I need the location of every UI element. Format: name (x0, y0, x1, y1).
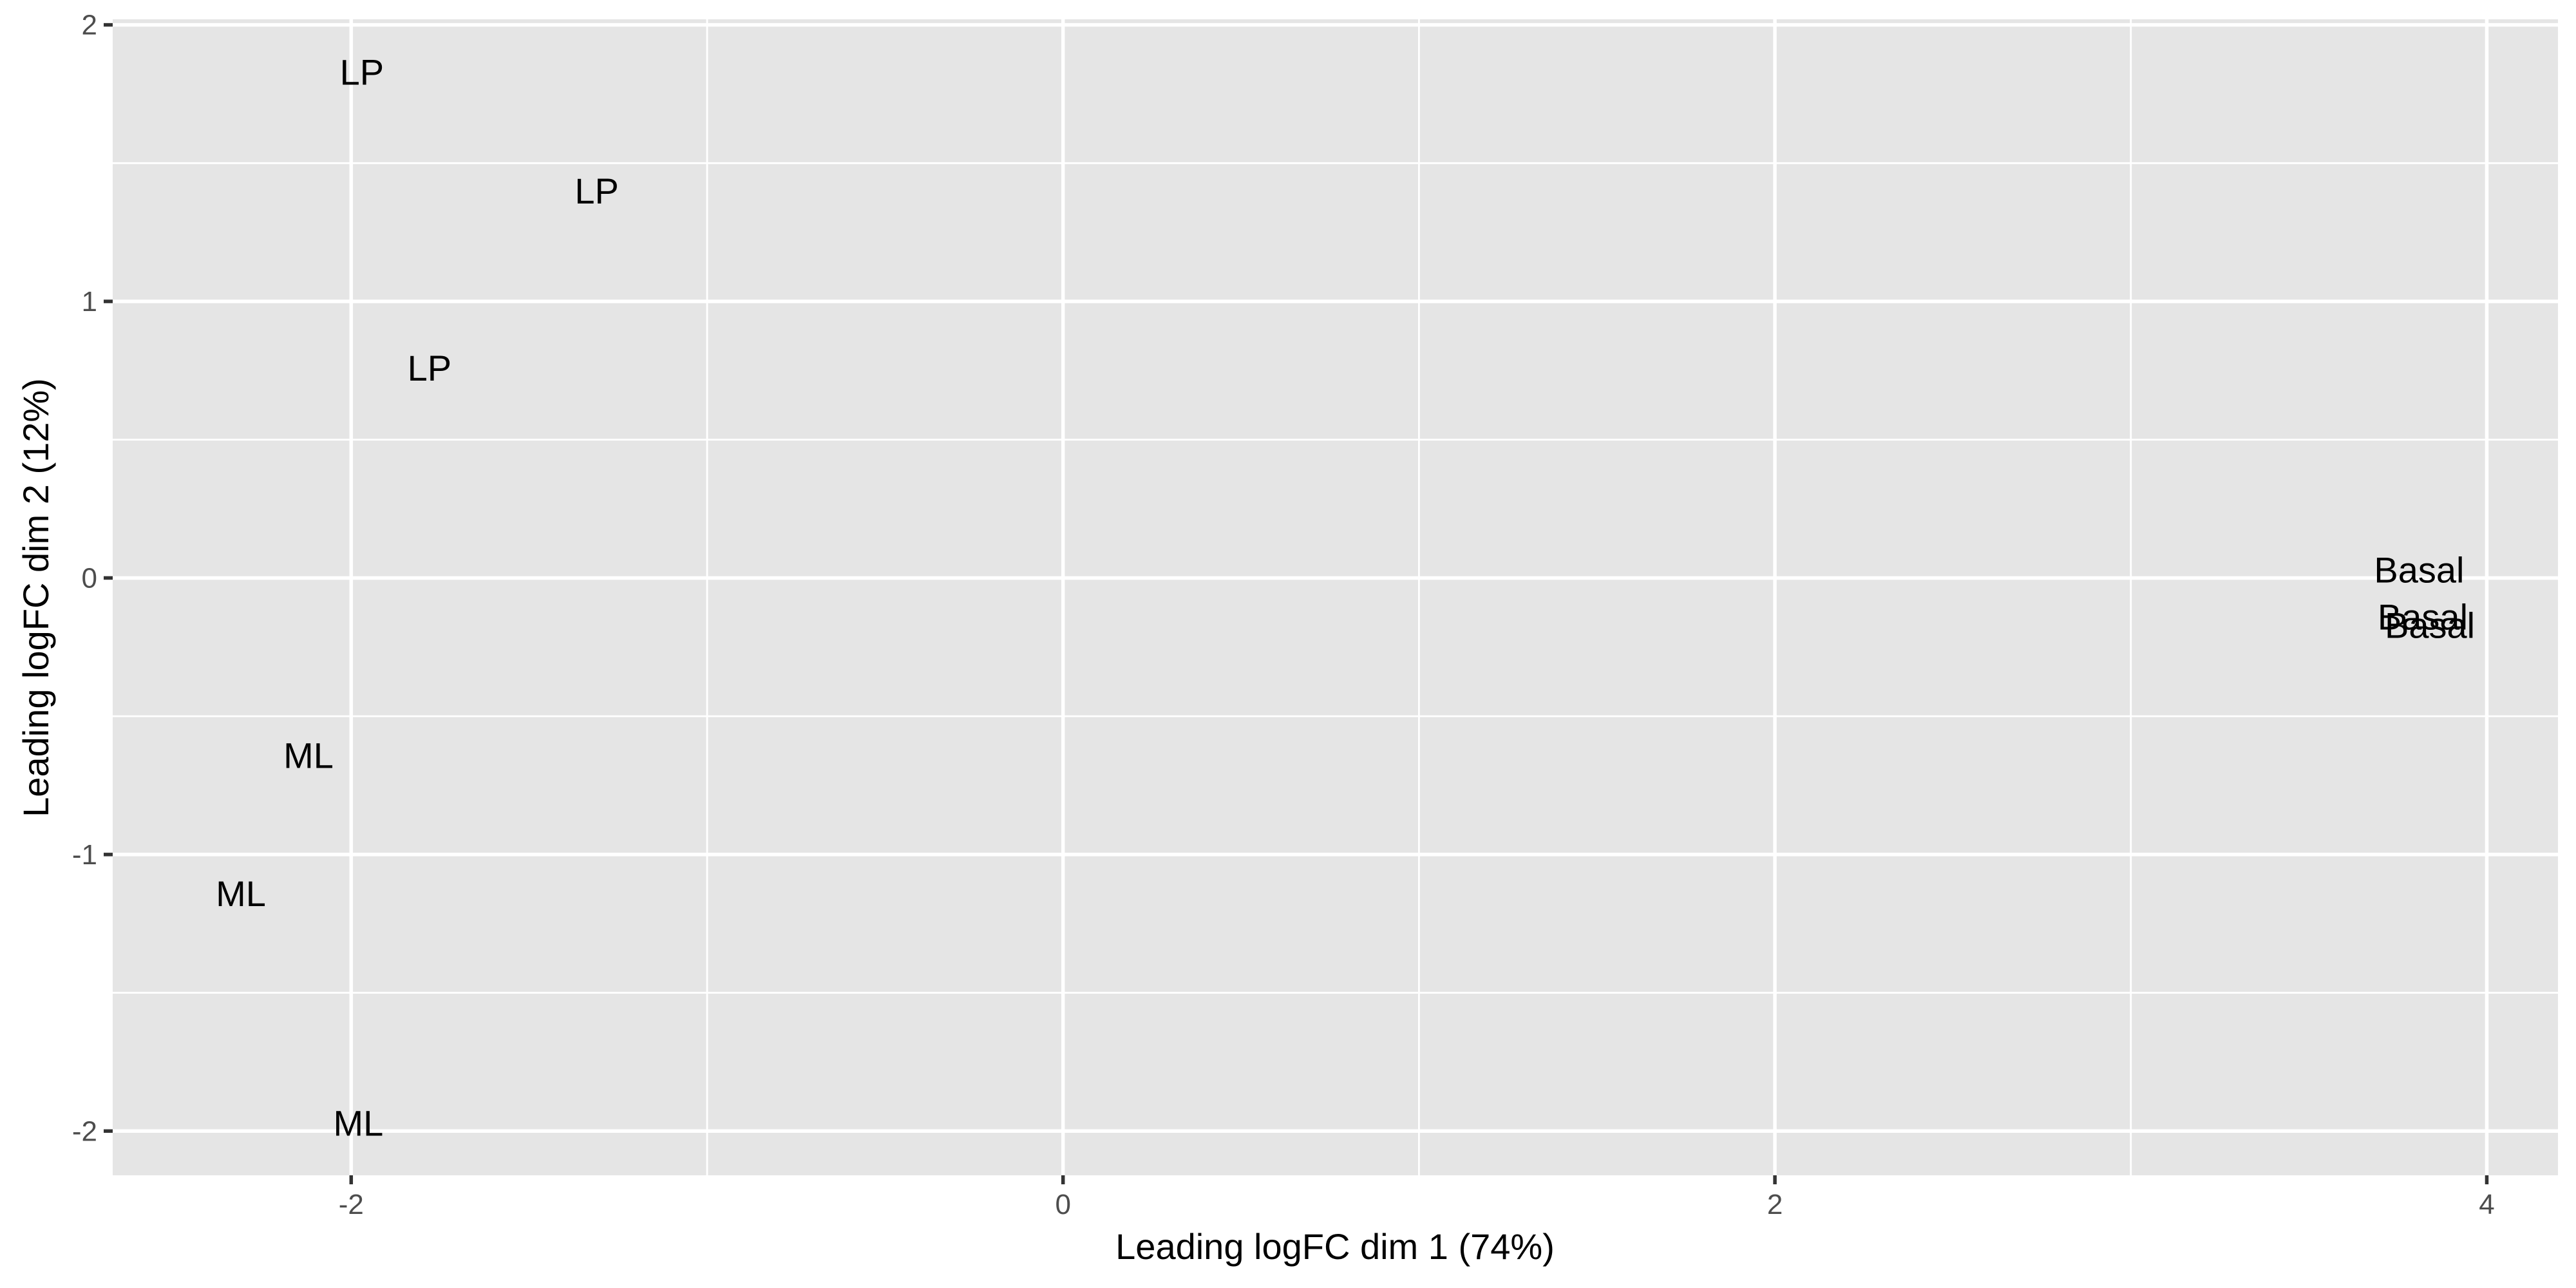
point-label-lp: LP (574, 171, 619, 211)
y-tick-label: 1 (82, 286, 97, 317)
x-tick-label: 0 (1055, 1189, 1070, 1220)
plot-panel (113, 19, 2558, 1175)
y-axis-title: Leading logFC dim 2 (12%) (15, 378, 56, 817)
x-axis-ticks: -2 0 2 4 (339, 1175, 2495, 1220)
point-label-lp: LP (340, 52, 384, 93)
y-tick-label: 0 (82, 562, 97, 594)
x-axis-title: Leading logFC dim 1 (74%) (1115, 1226, 1555, 1267)
x-tick-label: 4 (2479, 1189, 2494, 1220)
y-axis-ticks: -2 -1 0 1 2 (72, 10, 113, 1147)
y-tick-label: -2 (72, 1115, 97, 1147)
point-label-basal: Basal (2374, 550, 2464, 591)
x-tick-label: 2 (1767, 1189, 1783, 1220)
y-tick-label: 2 (82, 10, 97, 41)
major-gridlines (113, 19, 2558, 1175)
point-label-ml: ML (333, 1103, 383, 1143)
minor-gridlines (113, 19, 2558, 1175)
point-label-ml: ML (216, 873, 266, 914)
y-tick-label: -1 (72, 839, 97, 871)
point-label-ml: ML (283, 735, 334, 775)
x-tick-label: -2 (339, 1189, 364, 1220)
point-label-basal: Basal (2385, 605, 2475, 645)
point-label-basal: Basal (2378, 597, 2468, 638)
point-label-lp: LP (408, 348, 452, 388)
